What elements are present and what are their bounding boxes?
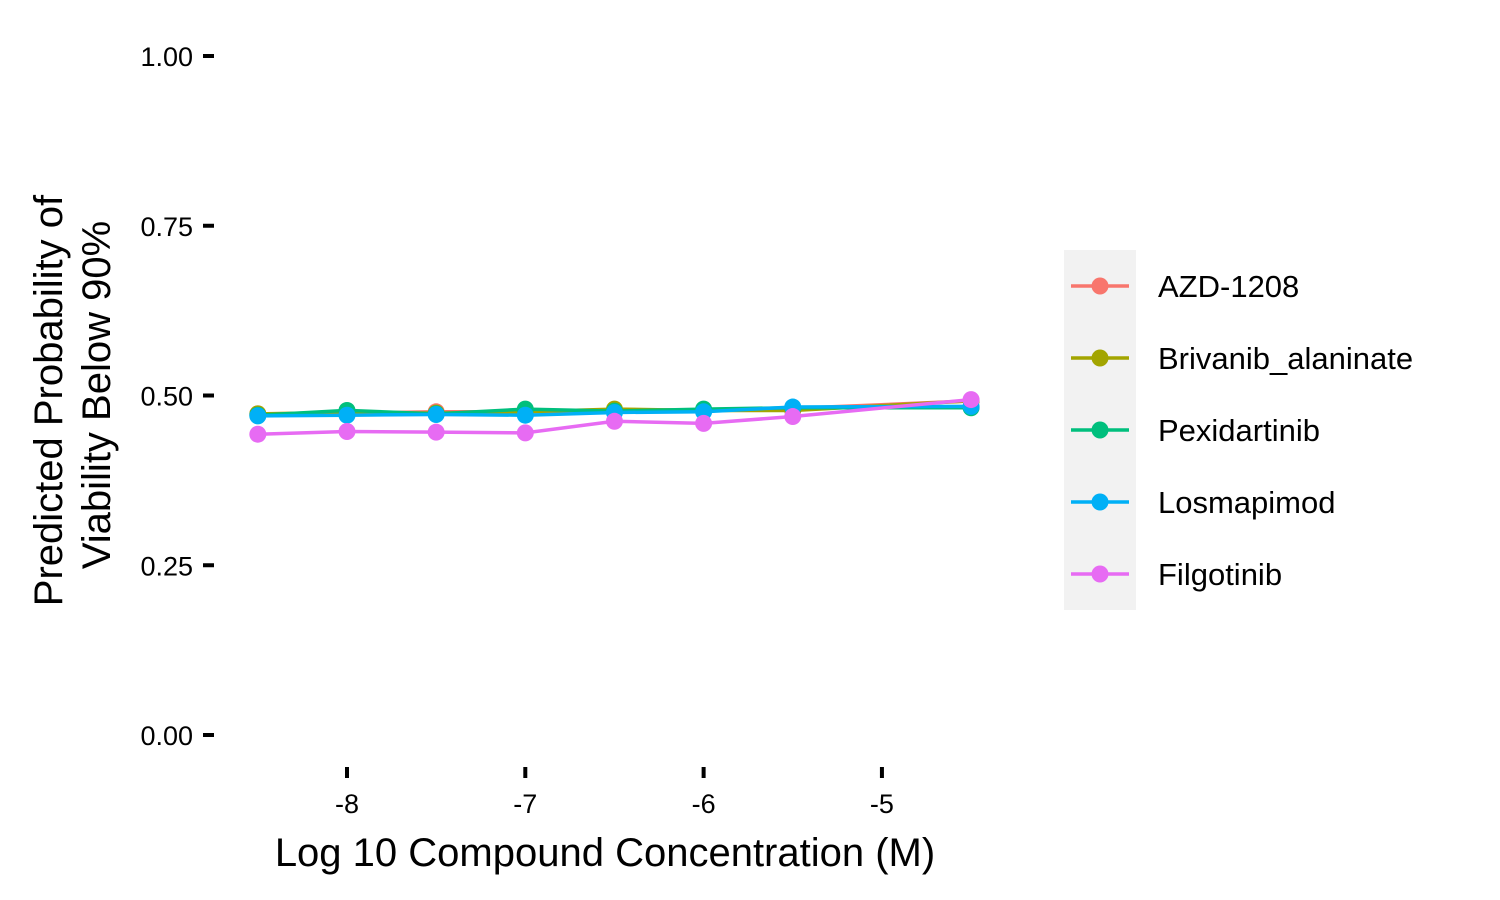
data-point-filgotinib (962, 391, 980, 409)
data-point-losmapimod (427, 406, 445, 424)
legend-key-point (1091, 565, 1109, 583)
y-axis-title-line-1: Predicted Probability of (27, 194, 71, 606)
legend-label: Losmapimod (1158, 485, 1335, 520)
data-point-filgotinib (605, 412, 623, 430)
legend-entry-azd-1208: AZD-1208 (1071, 269, 1299, 304)
series-line-losmapimod (257, 404, 972, 418)
plot-area (249, 391, 980, 443)
legend-entry-pexidartinib: Pexidartinib (1071, 413, 1320, 448)
data-point-filgotinib (249, 425, 267, 443)
data-point-filgotinib (695, 414, 713, 432)
x-tick-label: -5 (870, 789, 894, 819)
legend-entry-filgotinib: Filgotinib (1071, 557, 1282, 592)
data-point-losmapimod (338, 406, 356, 424)
data-point-filgotinib (784, 408, 802, 426)
legend-key-point (1091, 349, 1109, 367)
data-point-filgotinib (516, 424, 534, 442)
series-filgotinib (249, 391, 980, 443)
y-axis-title: Predicted Probability of Viability Below… (27, 184, 119, 606)
series-line-filgotinib (257, 397, 972, 436)
x-axis: -8 -7 -6 -5 (335, 767, 894, 819)
legend-label: Brivanib_alaninate (1158, 341, 1413, 376)
data-point-filgotinib (338, 422, 356, 440)
y-tick-label: 0.50 (140, 382, 193, 412)
legend-key-point (1091, 277, 1109, 295)
legend-label: Pexidartinib (1158, 413, 1320, 448)
x-tick-label: -7 (513, 789, 537, 819)
y-tick-label: 0.00 (140, 721, 193, 751)
legend-label: AZD-1208 (1158, 269, 1299, 304)
legend-key-point (1091, 493, 1109, 511)
y-tick-label: 0.25 (140, 551, 193, 581)
y-tick-label: 0.75 (140, 212, 193, 242)
y-tick-label: 1.00 (140, 42, 193, 72)
legend-entry-brivanib-alaninate: Brivanib_alaninate (1071, 341, 1413, 376)
legend-label: Filgotinib (1158, 557, 1282, 592)
x-axis-title: Log 10 Compound Concentration (M) (275, 831, 935, 875)
x-tick-label: -6 (692, 789, 716, 819)
data-point-losmapimod (249, 407, 267, 425)
y-axis-title-line-2: Viability Below 90% (75, 221, 119, 569)
legend-entry-losmapimod: Losmapimod (1071, 485, 1335, 520)
legend: AZD-1208 Brivanib_alaninate Pexidartinib Lo… (1064, 250, 1413, 610)
data-point-losmapimod (516, 406, 534, 424)
data-point-filgotinib (427, 423, 445, 441)
x-tick-label: -8 (335, 789, 359, 819)
legend-key-point (1091, 421, 1109, 439)
y-axis: 0.00 0.25 0.50 0.75 1.00 (140, 42, 214, 751)
